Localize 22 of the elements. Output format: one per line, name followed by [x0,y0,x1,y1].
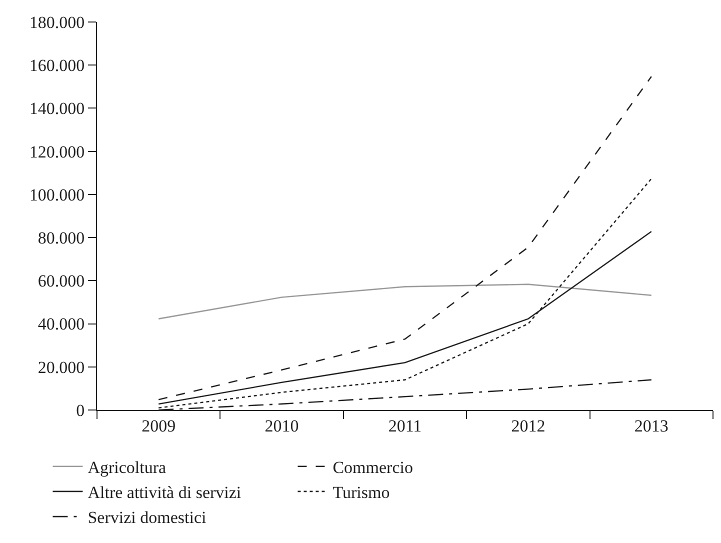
y-tick-label: 80.000 [38,228,85,248]
y-tick-label: 60.000 [38,272,85,291]
legend-label: Servizi domestici [88,508,206,528]
y-tick-label: 140.000 [29,99,85,118]
y-tick-label: 120.000 [29,142,85,162]
y-tick-label: 100.000 [29,185,85,204]
x-tick-label: 2009 [142,416,176,436]
line-series [158,76,652,400]
y-tick-label: 0 [76,400,85,420]
y-tick-label: 160.000 [29,56,85,76]
y-tick-label: 20.000 [38,358,85,377]
y-tick-label: 40.000 [38,314,85,334]
x-tick-label: 2010 [264,416,299,436]
x-tick-label: 2013 [634,416,668,436]
legend-label: Altre attività di servizi [88,483,242,502]
x-tick-label: 2011 [388,416,422,436]
x-tick-label: 2012 [511,416,546,436]
y-tick-label: 180.000 [29,12,85,32]
line-series [158,284,652,320]
legend-label: Commercio [332,458,413,477]
legend-label: Agricoltura [88,458,167,477]
legend-label: Turismo [332,483,390,502]
